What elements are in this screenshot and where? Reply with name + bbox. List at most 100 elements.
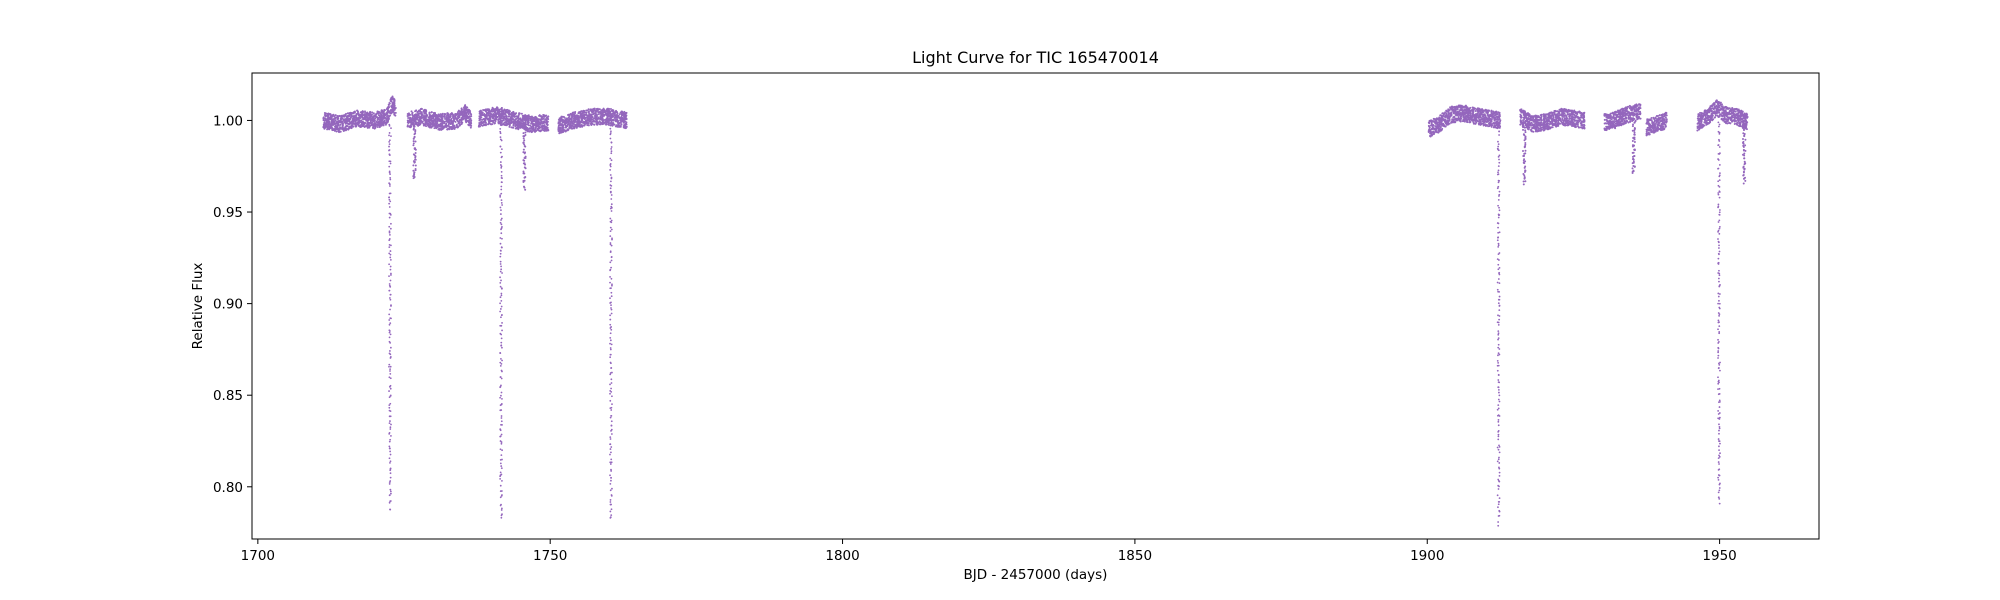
data-point: [386, 119, 389, 122]
data-point: [375, 112, 378, 115]
data-point: [374, 124, 377, 127]
data-point: [539, 121, 542, 124]
data-point: [1520, 122, 1523, 125]
data-point: [486, 123, 489, 126]
data-point: [341, 122, 344, 125]
data-point: [1555, 119, 1558, 122]
data-point: [1474, 115, 1477, 118]
data-point: [593, 107, 596, 110]
data-point: [1577, 125, 1579, 128]
data-point: [1574, 116, 1577, 119]
data-point: [491, 110, 494, 113]
data-point: [443, 115, 446, 118]
data-point: [596, 109, 599, 112]
data-point: [493, 122, 496, 125]
data-point: [494, 108, 497, 111]
data-point: [1548, 127, 1551, 130]
data-point: [387, 109, 390, 112]
data-point: [467, 116, 470, 119]
data-point: [1456, 113, 1459, 116]
data-point: [373, 118, 376, 121]
data-point: [1535, 119, 1538, 122]
data-point: [1540, 121, 1543, 124]
data-point: [333, 128, 336, 131]
data-point: [357, 124, 360, 127]
data-point: [350, 116, 353, 119]
data-point: [1575, 119, 1578, 122]
data-point: [455, 117, 458, 120]
data-point: [1464, 114, 1467, 117]
data-point: [412, 117, 415, 120]
data-point: [384, 116, 387, 119]
data-point: [428, 112, 431, 115]
data-point: [427, 118, 430, 121]
data-point: [333, 120, 336, 123]
data-point: [1578, 118, 1581, 121]
data-point: [452, 127, 455, 130]
data-point: [1433, 120, 1436, 123]
data-point: [577, 124, 580, 127]
data-point: [1576, 111, 1579, 114]
data-point: [527, 114, 530, 117]
data-point: [465, 119, 468, 122]
data-point: [1437, 127, 1439, 130]
data-point: [360, 119, 363, 122]
data-point: [387, 118, 390, 121]
data-point: [418, 115, 421, 118]
data-point: [485, 112, 488, 115]
data-point: [599, 121, 602, 124]
data-point: [421, 120, 424, 123]
data-point: [361, 114, 364, 117]
data-point: [370, 124, 373, 126]
data-point: [1483, 109, 1486, 112]
data-point: [1484, 114, 1487, 117]
data-point: [1560, 120, 1563, 123]
data-point: [393, 113, 396, 116]
data-point: [440, 113, 443, 116]
data-point: [460, 119, 463, 122]
data-point: [437, 124, 440, 127]
data-point: [1553, 120, 1556, 123]
data-point: [386, 114, 389, 117]
data-point: [616, 115, 619, 118]
data-point: [1433, 127, 1436, 130]
data-point: [385, 112, 388, 115]
data-point: [583, 110, 586, 113]
data-point: [328, 121, 331, 124]
data-point: [1555, 116, 1558, 119]
data-point: [529, 117, 532, 120]
data-point: [492, 107, 495, 110]
data-point: [406, 115, 409, 118]
data-point: [527, 130, 530, 133]
data-point: [1449, 107, 1452, 110]
data-point: [532, 124, 535, 127]
data-point: [614, 125, 617, 128]
data-point: [1451, 109, 1454, 112]
data-point: [567, 123, 570, 126]
data-point: [406, 125, 409, 128]
data-point: [493, 118, 496, 121]
data-point: [1455, 118, 1458, 121]
data-point: [418, 109, 421, 112]
data-point: [562, 126, 565, 129]
data-point: [1547, 118, 1550, 121]
data-point: [430, 122, 433, 125]
data-point: [484, 117, 487, 120]
data-point: [446, 128, 449, 131]
data-point: [624, 122, 627, 125]
data-point: [372, 115, 375, 118]
data-point: [1450, 113, 1453, 116]
data-point: [590, 124, 593, 126]
data-point: [333, 121, 336, 124]
data-point: [508, 115, 511, 118]
data-point: [1574, 125, 1577, 128]
data-point: [504, 121, 507, 124]
data-point: [546, 117, 549, 120]
data-point: [531, 127, 534, 130]
data-point: [376, 118, 379, 121]
data-point: [344, 125, 347, 128]
data-point: [1492, 112, 1495, 115]
data-point: [1436, 118, 1439, 121]
data-point: [376, 116, 379, 119]
